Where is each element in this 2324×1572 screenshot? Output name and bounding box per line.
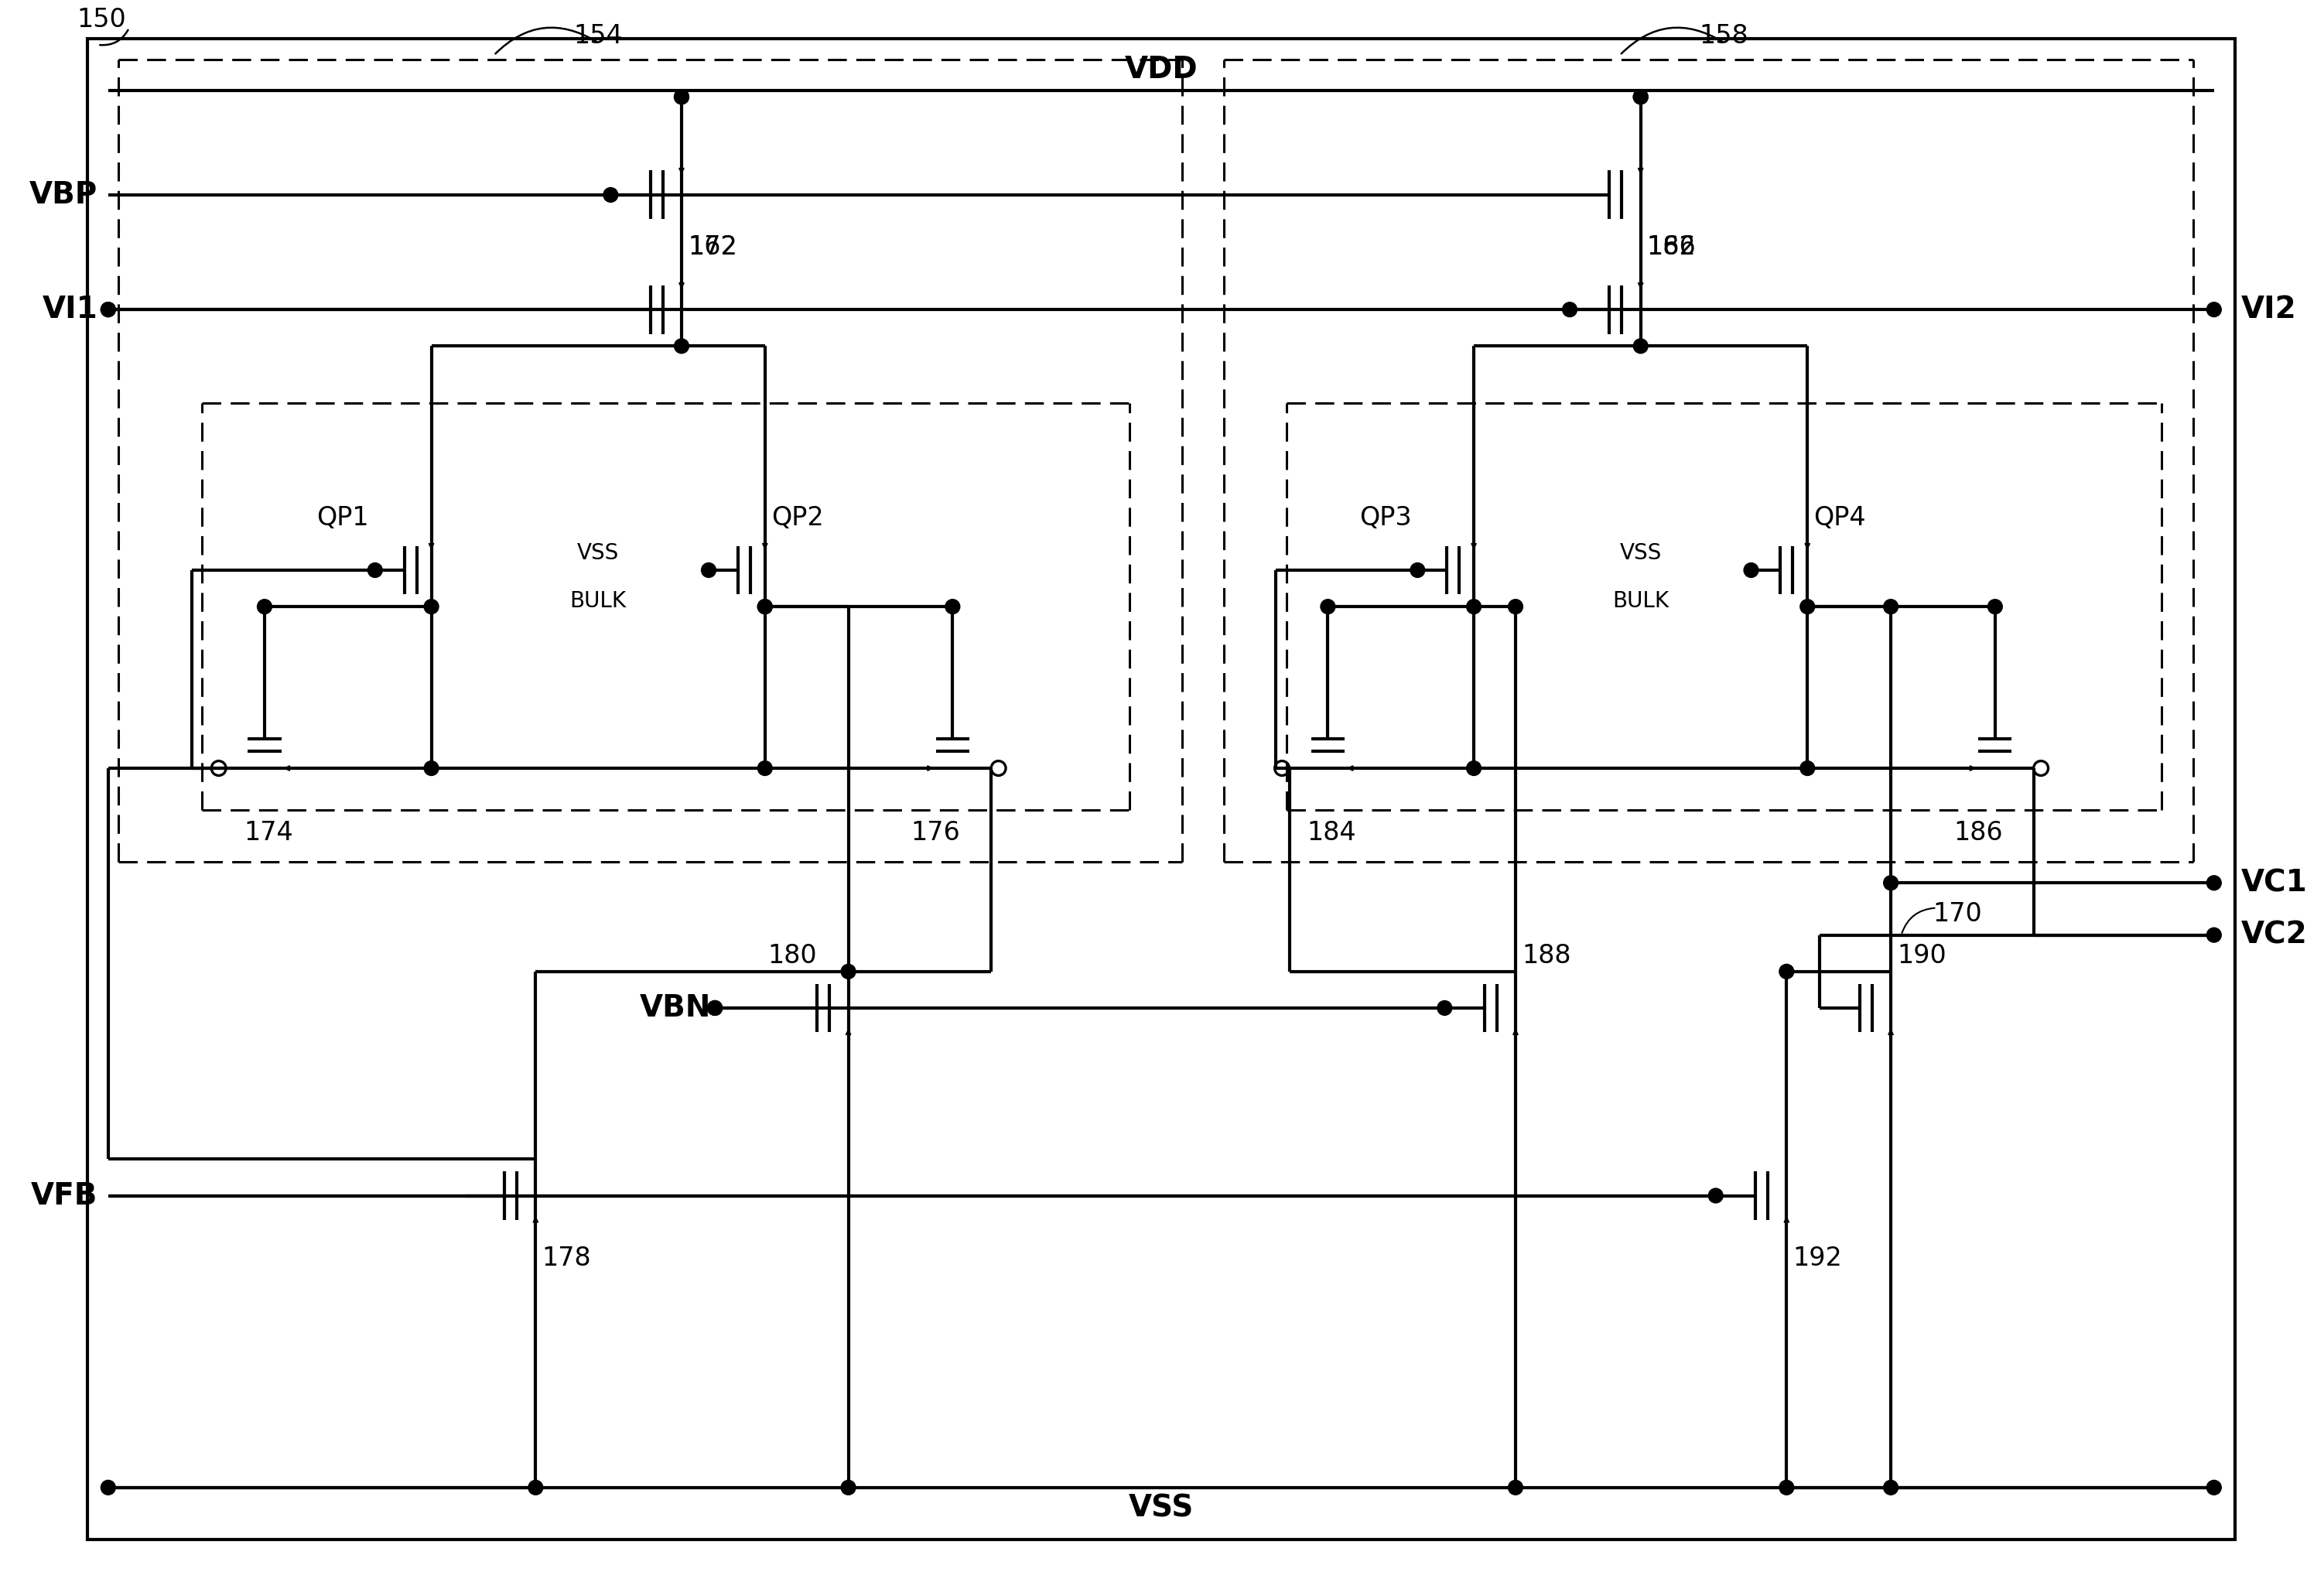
Circle shape — [1634, 338, 1648, 354]
Circle shape — [1708, 1188, 1722, 1203]
Circle shape — [1508, 1481, 1522, 1495]
Text: VSS: VSS — [576, 542, 618, 564]
Text: 172: 172 — [688, 234, 737, 259]
Circle shape — [758, 599, 772, 615]
Text: 186: 186 — [1954, 821, 2003, 846]
Text: 150: 150 — [77, 6, 125, 33]
Circle shape — [423, 761, 439, 775]
Circle shape — [2208, 1481, 2222, 1495]
Text: VBN: VBN — [639, 994, 711, 1023]
Circle shape — [1882, 1481, 1899, 1495]
Circle shape — [841, 964, 855, 979]
Text: QP2: QP2 — [772, 505, 823, 531]
Circle shape — [1780, 964, 1794, 979]
Text: 192: 192 — [1792, 1245, 1843, 1270]
Text: VC1: VC1 — [2240, 868, 2308, 898]
Text: 188: 188 — [1522, 943, 1571, 968]
Text: VSS: VSS — [1129, 1493, 1195, 1523]
Circle shape — [1801, 599, 1815, 615]
Circle shape — [841, 1481, 855, 1495]
Circle shape — [1508, 599, 1522, 615]
Circle shape — [367, 563, 383, 577]
Text: 178: 178 — [541, 1245, 590, 1270]
Circle shape — [1466, 761, 1480, 775]
Text: 184: 184 — [1306, 821, 1357, 846]
Circle shape — [100, 302, 116, 318]
Text: 166: 166 — [1648, 234, 1697, 259]
Text: QP3: QP3 — [1360, 505, 1411, 531]
Text: VFB: VFB — [30, 1181, 98, 1210]
Text: VI1: VI1 — [42, 296, 98, 324]
Circle shape — [1634, 90, 1648, 104]
Text: 182: 182 — [1648, 234, 1697, 259]
Text: 162: 162 — [688, 234, 737, 259]
Circle shape — [100, 1481, 116, 1495]
Text: VSS: VSS — [1620, 542, 1662, 564]
Text: 170: 170 — [1934, 901, 1982, 927]
Text: 176: 176 — [911, 821, 960, 846]
Circle shape — [258, 599, 272, 615]
Text: 190: 190 — [1896, 943, 1948, 968]
Circle shape — [1466, 599, 1480, 615]
Circle shape — [2208, 302, 2222, 318]
Circle shape — [758, 599, 772, 615]
Text: 180: 180 — [767, 943, 818, 968]
Text: VI2: VI2 — [2240, 296, 2296, 324]
Circle shape — [946, 599, 960, 615]
Circle shape — [2208, 927, 2222, 942]
Text: VC2: VC2 — [2240, 920, 2308, 949]
Circle shape — [528, 1481, 544, 1495]
Text: VBP: VBP — [30, 181, 98, 209]
Text: 158: 158 — [1699, 24, 1748, 49]
Circle shape — [100, 302, 116, 318]
Text: QP4: QP4 — [1813, 505, 1866, 531]
Circle shape — [1743, 563, 1759, 577]
Circle shape — [1634, 90, 1648, 104]
Text: 174: 174 — [244, 821, 293, 846]
Text: 154: 154 — [574, 24, 623, 49]
Circle shape — [1411, 563, 1425, 577]
Circle shape — [706, 1001, 723, 1016]
Circle shape — [702, 563, 716, 577]
Circle shape — [1987, 599, 2003, 615]
Circle shape — [706, 1001, 723, 1016]
Circle shape — [1780, 1481, 1794, 1495]
Circle shape — [1801, 761, 1815, 775]
Text: VDD: VDD — [1125, 55, 1197, 85]
Circle shape — [1562, 302, 1578, 318]
Circle shape — [674, 90, 688, 104]
Circle shape — [1882, 599, 1899, 615]
Circle shape — [604, 187, 618, 203]
Circle shape — [758, 761, 772, 775]
Text: BULK: BULK — [1613, 591, 1669, 612]
Circle shape — [706, 1001, 723, 1016]
Text: BULK: BULK — [569, 591, 627, 612]
Circle shape — [1436, 1001, 1452, 1016]
Circle shape — [1882, 876, 1899, 890]
Circle shape — [2208, 876, 2222, 890]
Circle shape — [1320, 599, 1336, 615]
Text: QP1: QP1 — [316, 505, 370, 531]
Circle shape — [674, 90, 688, 104]
Circle shape — [674, 338, 688, 354]
Circle shape — [423, 599, 439, 615]
